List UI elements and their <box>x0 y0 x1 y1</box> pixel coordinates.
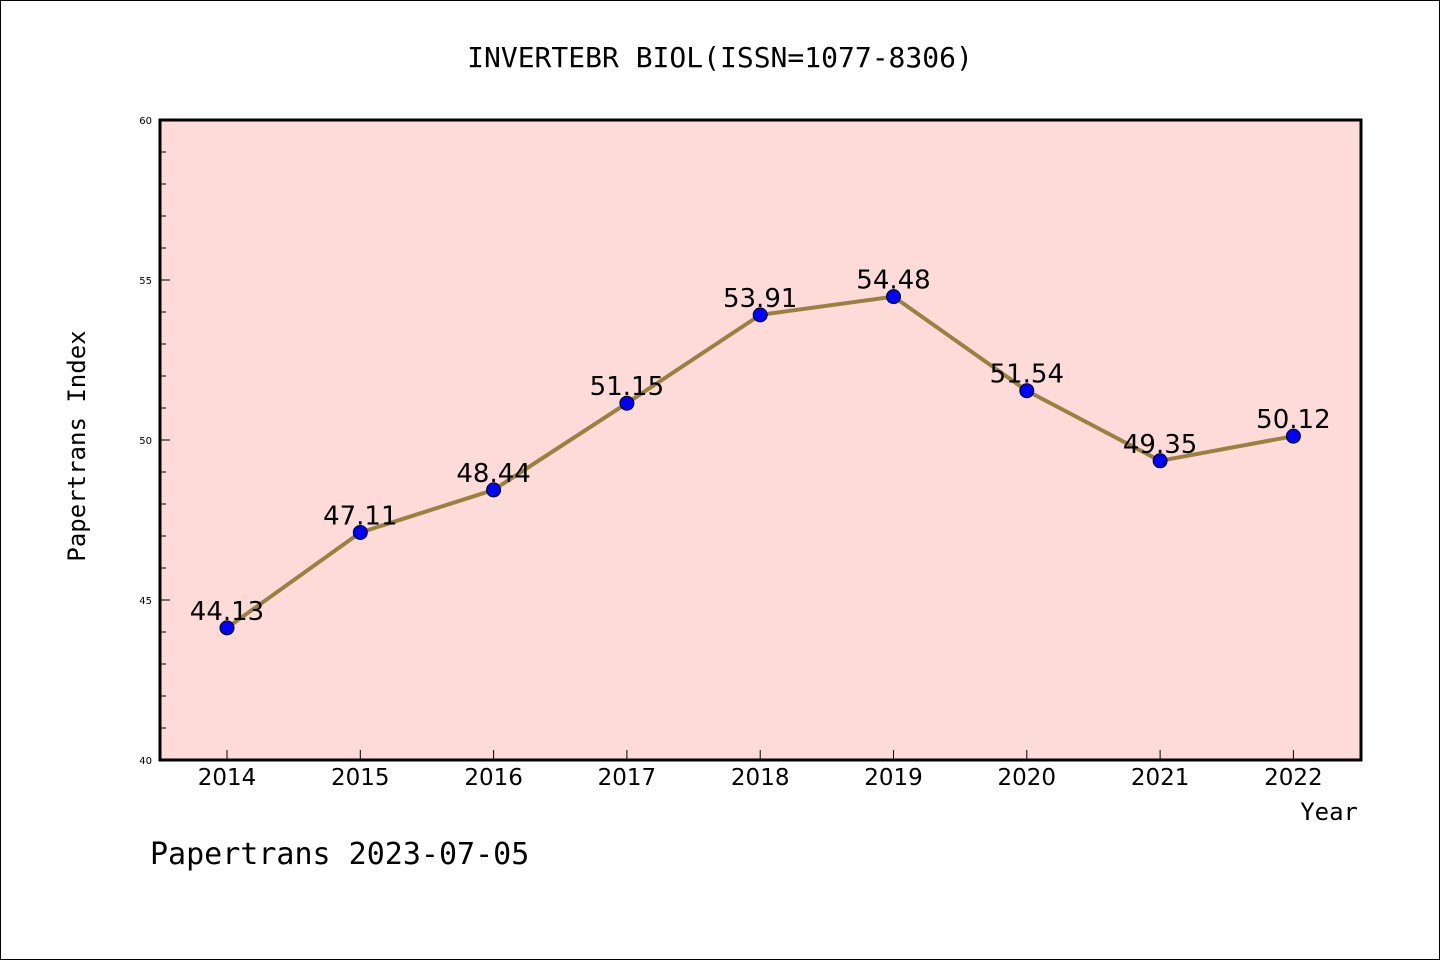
data-point <box>486 482 502 498</box>
x-axis: 2014 2015 2016 2017 2018 2019 2020 2021 2022 <box>198 750 1323 791</box>
x-tick-label: 2022 <box>1264 765 1323 791</box>
data-point <box>752 307 768 323</box>
x-tick-label: 2019 <box>864 765 923 791</box>
data-point <box>219 620 235 636</box>
x-tick-label: 2014 <box>198 765 257 791</box>
chart-title: INVERTEBR BIOL(ISSN=1077-8306) <box>467 41 973 74</box>
plot-area <box>158 118 1363 762</box>
y-tick-label: 45 <box>139 596 152 607</box>
x-tick-label: 2016 <box>464 765 523 791</box>
x-tick-label: 2015 <box>331 765 390 791</box>
x-tick-label: 2021 <box>1131 765 1190 791</box>
data-point <box>1285 428 1301 444</box>
data-point <box>1019 383 1035 399</box>
footer-text: Papertrans 2023-07-05 <box>150 837 529 872</box>
x-tick-label: 2017 <box>598 765 657 791</box>
y-axis-label: Papertrans Index <box>63 330 91 561</box>
x-tick-label: 2018 <box>731 765 790 791</box>
y-tick-label: 40 <box>139 756 152 767</box>
data-point <box>1152 453 1168 469</box>
x-axis-label: Year <box>1300 798 1358 826</box>
x-tick-label: 2020 <box>998 765 1057 791</box>
data-point <box>886 289 901 305</box>
y-axis: 40 45 50 55 60 <box>139 116 170 767</box>
y-tick-label: 55 <box>139 276 152 287</box>
data-point <box>619 395 635 411</box>
data-point <box>352 524 368 540</box>
series-layer: 44.1347.1148.4451.1553.9154.4851.5449.35… <box>190 266 1331 636</box>
y-tick-label: 50 <box>139 436 152 447</box>
y-tick-label: 60 <box>139 116 152 127</box>
